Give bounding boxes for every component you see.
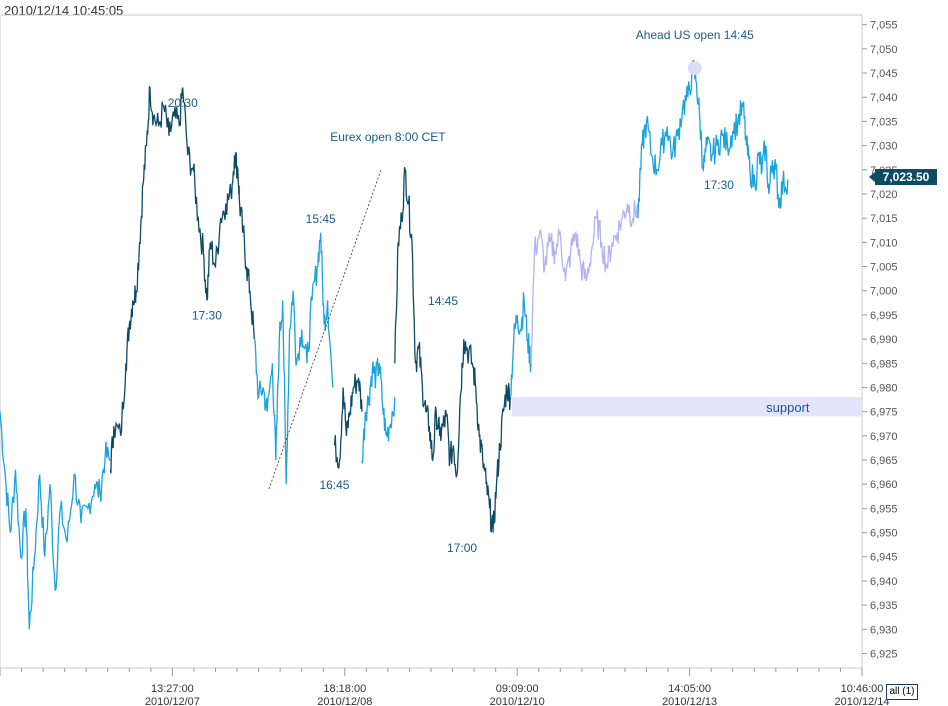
- chart-annotation: Eurex open 8:00 CET: [330, 130, 446, 144]
- price-series-4: [333, 373, 363, 470]
- y-tick-label: 7,055: [870, 20, 898, 32]
- x-tick-date: 2010/12/08: [317, 696, 372, 706]
- dotted-trend-line: [268, 169, 382, 490]
- x-tick-time: 18:18:00: [323, 683, 366, 695]
- y-tick-label: 6,935: [870, 600, 898, 612]
- y-tick-label: 7,005: [870, 262, 898, 274]
- y-tick-label: 7,050: [870, 44, 898, 56]
- chart-annotation: Ahead US open 14:45: [636, 28, 754, 42]
- peak-marker: [687, 61, 702, 76]
- price-series-8: [530, 199, 639, 364]
- timestamp-label: 2010/12/14 10:45:05: [4, 3, 124, 18]
- x-tick-time: 10:46:00: [841, 683, 884, 695]
- chart-annotation: 20:30: [168, 96, 198, 110]
- price-series-3: [253, 232, 334, 485]
- y-tick-label: 6,925: [870, 648, 898, 660]
- y-tick-label: 6,960: [870, 479, 898, 491]
- price-series-10: [745, 135, 789, 209]
- price-series-2: [109, 85, 255, 474]
- y-tick-label: 6,950: [870, 528, 898, 540]
- chart-annotation: 17:00: [447, 541, 477, 555]
- price-series-9: [637, 59, 748, 219]
- y-tick-label: 6,940: [870, 576, 898, 588]
- y-tick-label: 7,000: [870, 286, 898, 298]
- x-tick-date: 2010/12/13: [662, 696, 717, 706]
- all-range-button[interactable]: all (1): [886, 684, 918, 700]
- y-tick-label: 6,970: [870, 431, 898, 443]
- y-tick-label: 6,995: [870, 310, 898, 322]
- last-price-label: 7,023.50: [883, 170, 930, 184]
- y-tick-label: 6,965: [870, 455, 898, 467]
- y-tick-label: 6,985: [870, 358, 898, 370]
- chart-annotation: 15:45: [306, 212, 336, 226]
- chart-annotation: 16:45: [319, 478, 349, 492]
- x-tick-time: 13:27:00: [151, 683, 194, 695]
- last-price-tag: 7,023.50: [869, 169, 937, 186]
- price-series-6: [394, 166, 511, 533]
- y-tick-label: 6,975: [870, 407, 898, 419]
- y-tick-label: 6,990: [870, 334, 898, 346]
- y-tick-label: 6,930: [870, 624, 898, 636]
- chart-annotation: 17:30: [704, 178, 734, 192]
- y-tick-label: 7,040: [870, 92, 898, 104]
- price-series-1: [0, 411, 111, 630]
- y-tick-label: 7,035: [870, 116, 898, 128]
- chart-annotation: 17:30: [192, 309, 222, 323]
- chart-annotation: 14:45: [428, 294, 458, 308]
- y-tick-label: 7,030: [870, 141, 898, 153]
- y-tick-label: 7,020: [870, 189, 898, 201]
- support-label: support: [766, 400, 810, 415]
- x-tick-time: 14:05:00: [668, 683, 711, 695]
- y-tick-label: 6,955: [870, 503, 898, 515]
- plot-area: [0, 14, 863, 669]
- y-tick-label: 7,015: [870, 213, 898, 225]
- y-tick-label: 6,980: [870, 382, 898, 394]
- x-tick-time: 09:09:00: [496, 683, 539, 695]
- x-tick-date: 2010/12/10: [490, 696, 545, 706]
- price-series-5: [361, 357, 396, 464]
- price-series-7: [509, 292, 532, 398]
- support-band: [512, 397, 862, 417]
- y-tick-label: 7,045: [870, 68, 898, 80]
- x-tick-date: 2010/12/14: [834, 696, 889, 706]
- x-tick-date: 2010/12/07: [145, 696, 200, 706]
- y-tick-label: 7,010: [870, 237, 898, 249]
- y-tick-label: 6,945: [870, 552, 898, 564]
